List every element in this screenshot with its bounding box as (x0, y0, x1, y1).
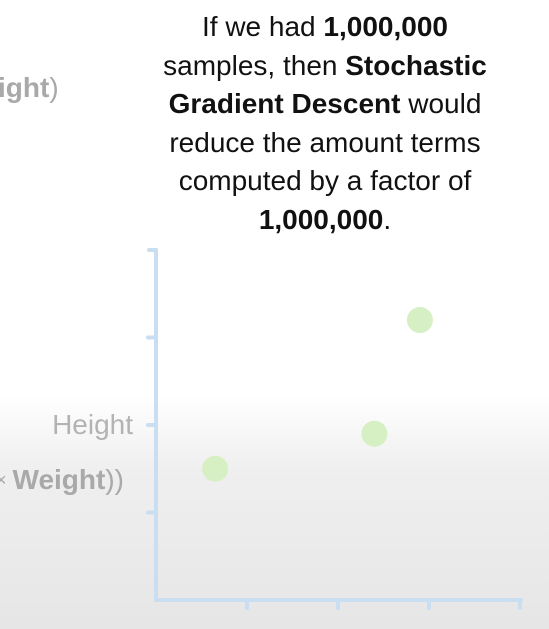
caption-line-5: computed by a factor of (178, 165, 472, 196)
equation-fragment-middle: × Weight)) (0, 464, 124, 496)
caption-text-segment: would (400, 88, 482, 119)
equation-fragment-bold: ight (0, 72, 50, 103)
caption-bold-segment: 1,000,000 (258, 203, 384, 235)
y-axis-label: Height (52, 409, 133, 440)
caption-text-segment: . (383, 203, 392, 235)
equation-fragment-paren: ) (49, 72, 59, 103)
caption-text-segment: samples, then (163, 49, 346, 81)
data-point (361, 420, 388, 447)
caption-bold-segment: Gradient Descent (168, 88, 401, 119)
equation-fragment-paren: )) (105, 464, 124, 495)
caption-bold-segment: Stochastic (345, 49, 487, 81)
caption-line-4: reduce the amount terms (169, 126, 481, 158)
caption-text-segment: If we had (202, 11, 324, 42)
caption-line-2: samples, then Stochastic (135, 47, 515, 86)
equation-fragment-top: ight) (0, 72, 59, 104)
caption-line-1: If we had 1,000,000 (135, 8, 515, 47)
caption-line-3: Gradient Descent would (135, 85, 515, 124)
multiply-sign: × (0, 470, 7, 490)
equation-fragment-bold: Weight (12, 464, 106, 495)
caption-bold-segment: 1,000,000 (323, 11, 448, 42)
data-point (202, 455, 229, 482)
data-point (406, 307, 433, 333)
caption-text: If we had 1,000,000 samples, then Stocha… (135, 8, 515, 239)
caption-line-6: 1,000,000. (135, 201, 515, 240)
